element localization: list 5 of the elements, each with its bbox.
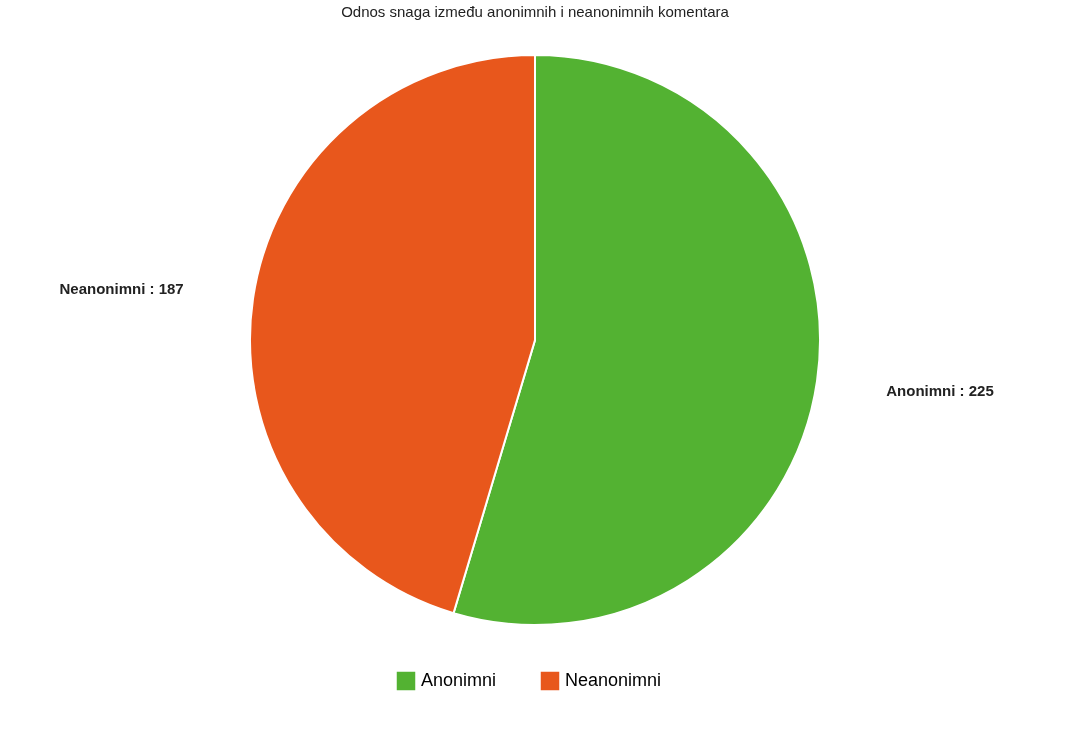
data-label: Neanonimni : 187 bbox=[59, 279, 184, 297]
data-label: Anonimni : 225 bbox=[886, 382, 994, 400]
legend-label: Anonimni bbox=[421, 670, 497, 690]
legend-label: Neanonimni bbox=[565, 670, 662, 690]
chart-title: Odnos snaga između anonimnih i neanonimnih komentara bbox=[341, 3, 730, 20]
